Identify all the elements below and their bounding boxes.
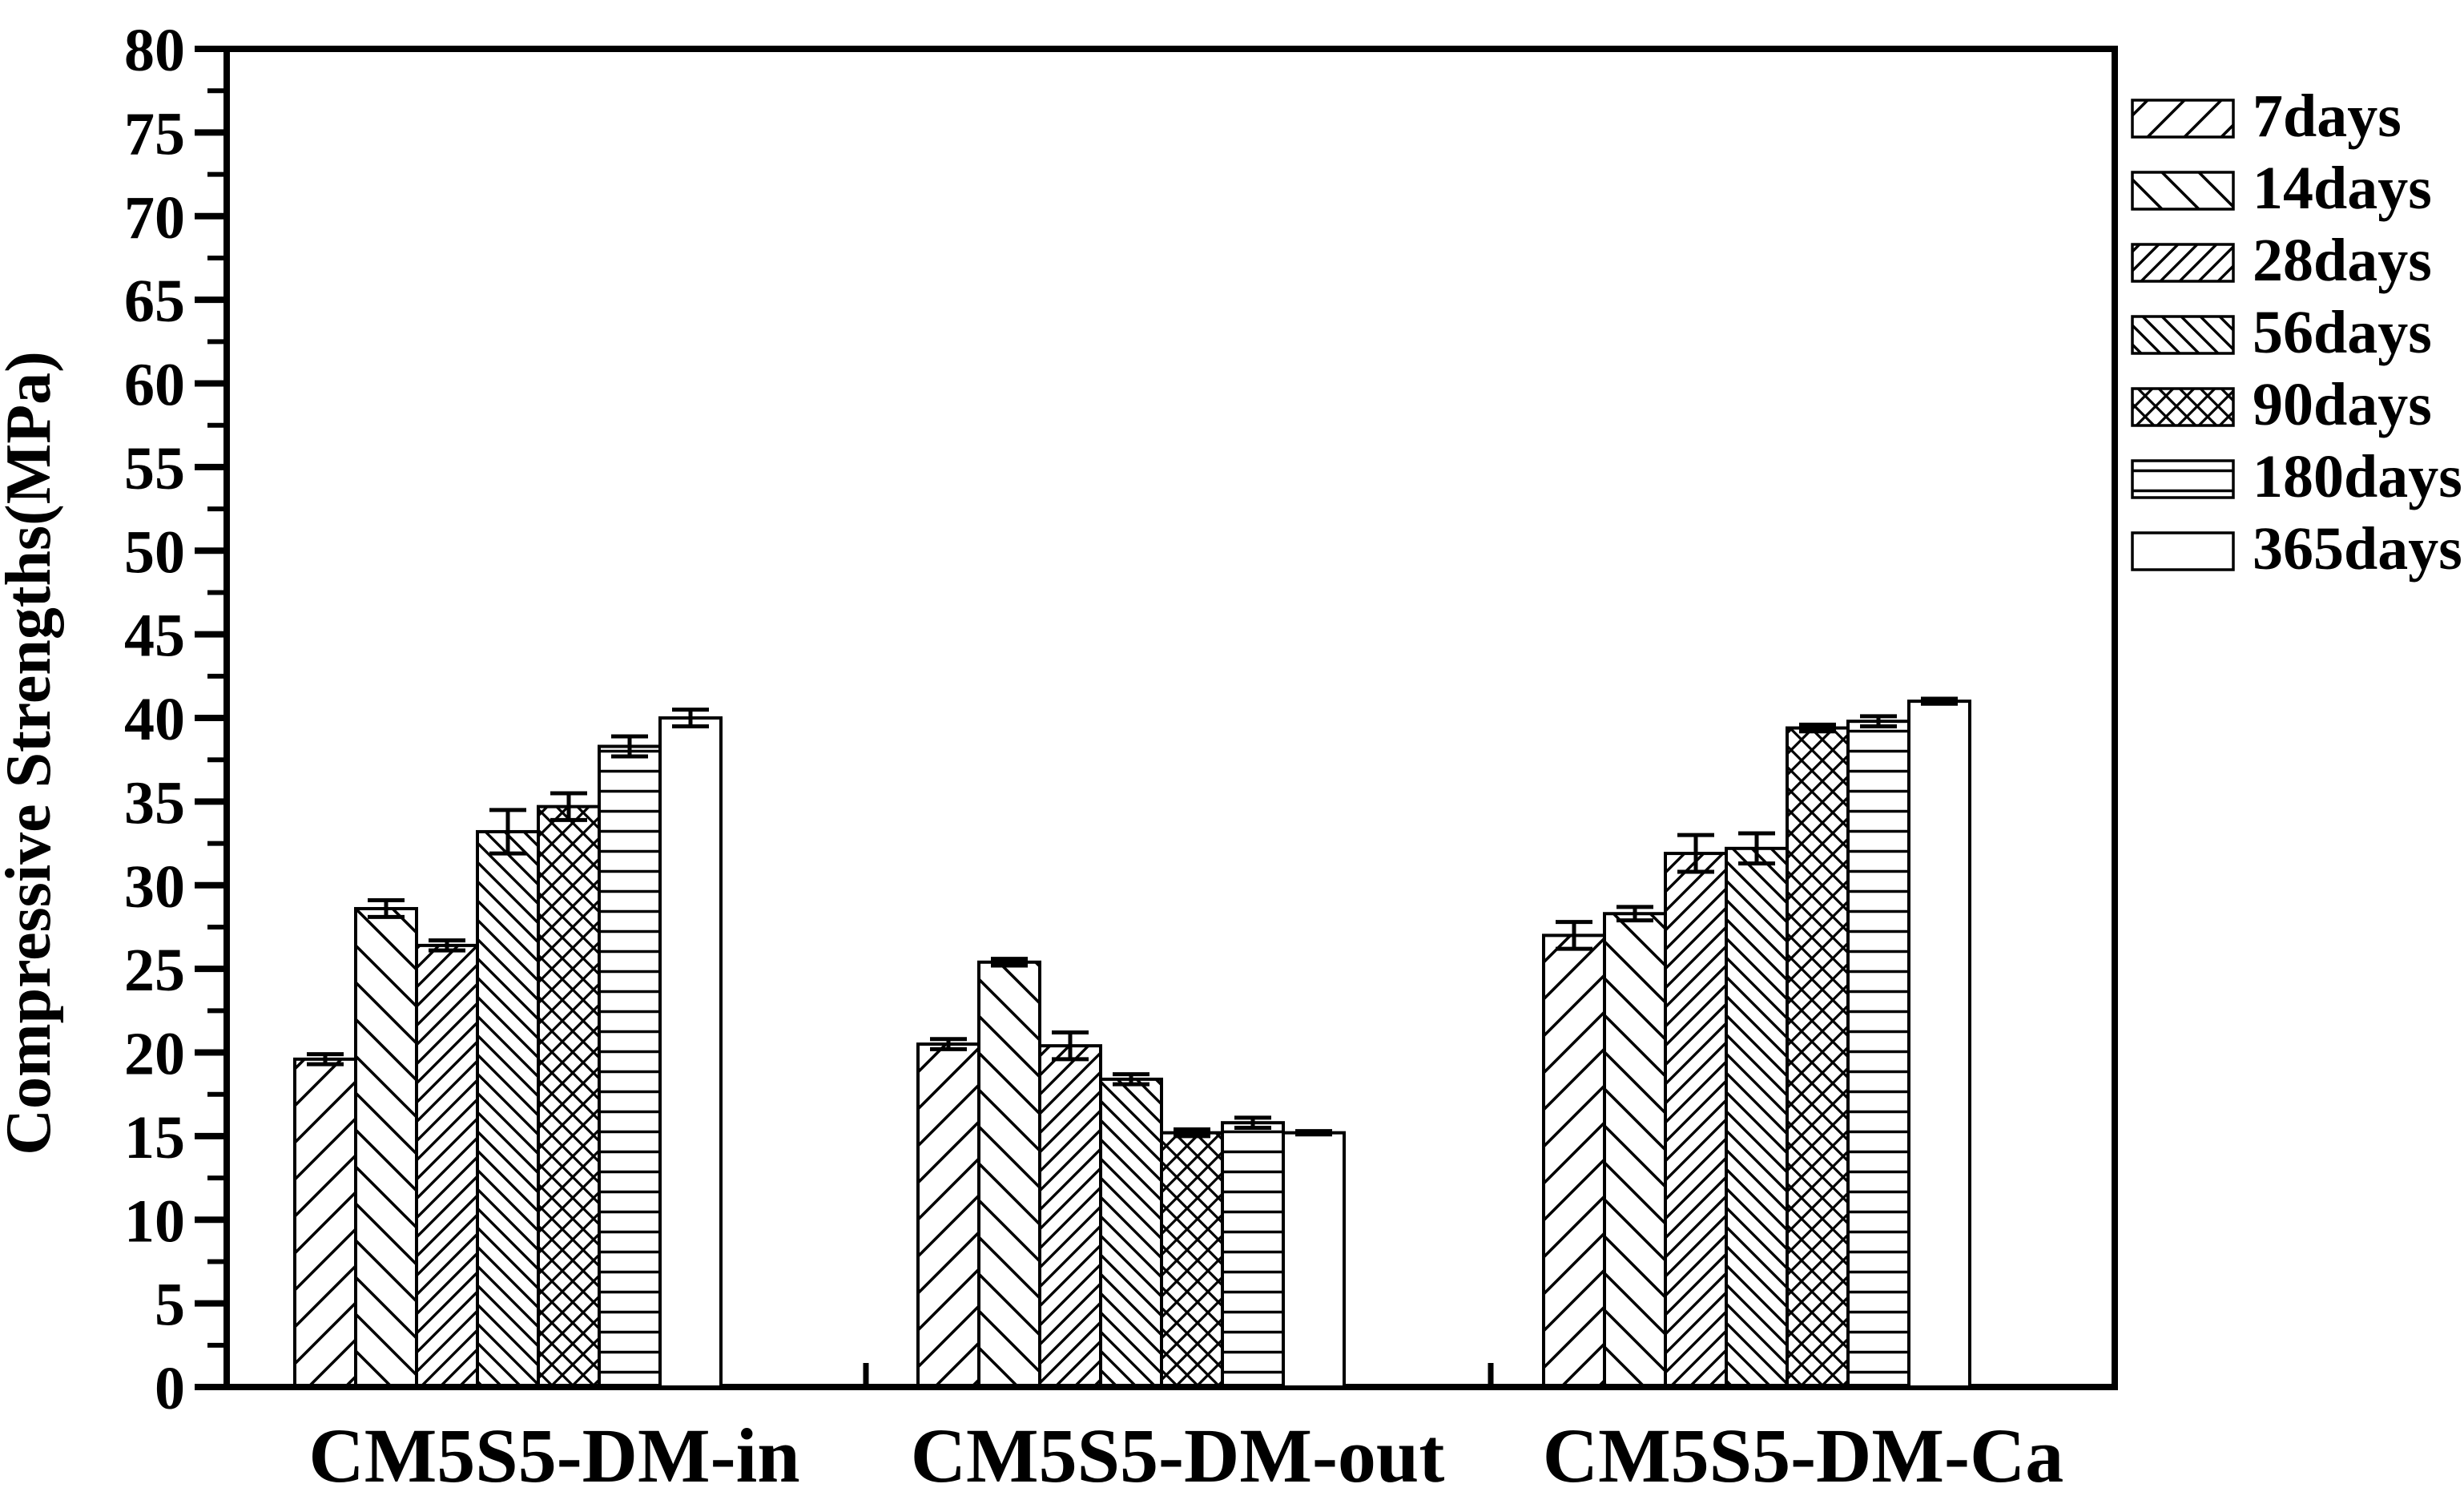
error-bar-28days-CM5S5-DM-Ca [1677, 833, 1714, 874]
y-tick-label: 30 [124, 853, 185, 921]
error-bar-56days-CM5S5-DM-Ca [1738, 831, 1775, 866]
legend-label-56days: 56days [2253, 299, 2432, 366]
bar-180days-CM5S5-DM-Ca [1846, 720, 1910, 1389]
y-tick-label: 35 [124, 769, 185, 837]
error-bar-56days-CM5S5-DM-in [489, 808, 526, 856]
bar-365days-CM5S5-DM-in [658, 716, 723, 1389]
error-bar-365days-CM5S5-DM-Ca [1921, 696, 1958, 706]
y-tick-label: 75 [124, 100, 185, 167]
error-bar-7days-CM5S5-DM-out [930, 1037, 967, 1051]
y-tick-label: 45 [124, 603, 185, 670]
error-bar-28days-CM5S5-DM-in [429, 938, 465, 953]
bar-14days-CM5S5-DM-in [354, 906, 418, 1389]
y-tick-label: 80 [124, 17, 185, 84]
bar-28days-CM5S5-DM-Ca [1664, 852, 1728, 1389]
y-tick-label: 40 [124, 686, 185, 753]
legend-label-90days: 90days [2253, 371, 2432, 438]
y-tick-label: 5 [155, 1272, 185, 1339]
error-bar-90days-CM5S5-DM-in [550, 791, 587, 822]
x-category-label: CM5S5-DM-out [911, 1413, 1445, 1498]
error-bar-7days-CM5S5-DM-Ca [1556, 920, 1592, 951]
legend-swatch-90days [2131, 387, 2235, 427]
legend-swatch-28days [2131, 243, 2235, 283]
bar-180days-CM5S5-DM-in [598, 744, 662, 1389]
y-tick-label: 25 [124, 937, 185, 1004]
y-tick-label: 60 [124, 352, 185, 419]
bar-7days-CM5S5-DM-Ca [1542, 933, 1606, 1389]
bar-56days-CM5S5-DM-in [476, 829, 540, 1389]
bar-90days-CM5S5-DM-out [1160, 1131, 1224, 1389]
x-category-label: CM5S5-DM-in [308, 1413, 799, 1498]
y-axis-title: Compressive Strengths(MPa) [0, 351, 64, 1155]
legend-swatch-365days [2131, 531, 2235, 571]
y-tick-label: 70 [124, 184, 185, 252]
error-bar-180days-CM5S5-DM-in [611, 734, 648, 759]
bar-90days-CM5S5-DM-in [537, 804, 601, 1389]
x-category-label: CM5S5-DM-Ca [1543, 1413, 2064, 1498]
error-bar-180days-CM5S5-DM-Ca [1860, 714, 1897, 728]
bar-365days-CM5S5-DM-out [1282, 1131, 1346, 1389]
error-bar-14days-CM5S5-DM-in [368, 898, 405, 919]
bar-56days-CM5S5-DM-Ca [1725, 846, 1789, 1389]
bar-28days-CM5S5-DM-in [415, 943, 479, 1389]
legend: 7days 14days 28days 56days 90days 180day… [2131, 83, 2462, 583]
legend-label-7days: 7days [2253, 83, 2402, 150]
legend-swatch-7days [2131, 99, 2235, 139]
bar-14days-CM5S5-DM-out [977, 960, 1041, 1389]
bar-14days-CM5S5-DM-Ca [1603, 912, 1667, 1389]
bar-180days-CM5S5-DM-out [1221, 1121, 1285, 1389]
y-tick-label: 65 [124, 268, 185, 335]
bar-28days-CM5S5-DM-out [1038, 1044, 1102, 1389]
error-bar-180days-CM5S5-DM-out [1234, 1115, 1271, 1130]
legend-swatch-14days [2131, 171, 2235, 211]
error-bar-90days-CM5S5-DM-Ca [1799, 722, 1836, 734]
legend-swatch-180days [2131, 459, 2235, 499]
bar-365days-CM5S5-DM-Ca [1907, 700, 1971, 1389]
bar-90days-CM5S5-DM-Ca [1786, 726, 1850, 1389]
error-bar-14days-CM5S5-DM-Ca [1616, 905, 1653, 923]
error-bar-14days-CM5S5-DM-out [991, 957, 1028, 968]
legend-label-14days: 14days [2253, 155, 2432, 222]
y-tick-label: 0 [155, 1355, 185, 1422]
bar-7days-CM5S5-DM-out [916, 1042, 980, 1389]
y-tick-label: 50 [124, 518, 185, 586]
error-bar-28days-CM5S5-DM-out [1052, 1030, 1089, 1062]
legend-label-180days: 180days [2253, 443, 2462, 510]
bar-56days-CM5S5-DM-out [1099, 1077, 1163, 1389]
y-tick-label: 55 [124, 435, 185, 502]
bar-7days-CM5S5-DM-in [293, 1057, 357, 1389]
y-tick-label: 10 [124, 1187, 185, 1255]
error-bar-90days-CM5S5-DM-out [1174, 1127, 1210, 1139]
error-bar-56days-CM5S5-DM-out [1113, 1072, 1149, 1087]
legend-swatch-56days [2131, 315, 2235, 355]
y-tick-label: 20 [124, 1021, 185, 1088]
legend-label-28days: 28days [2253, 227, 2432, 294]
legend-label-365days: 365days [2253, 515, 2462, 583]
error-bar-7days-CM5S5-DM-in [307, 1052, 344, 1067]
y-tick-label: 15 [124, 1104, 185, 1171]
error-bar-365days-CM5S5-DM-out [1295, 1129, 1332, 1137]
error-bar-365days-CM5S5-DM-in [672, 708, 709, 728]
